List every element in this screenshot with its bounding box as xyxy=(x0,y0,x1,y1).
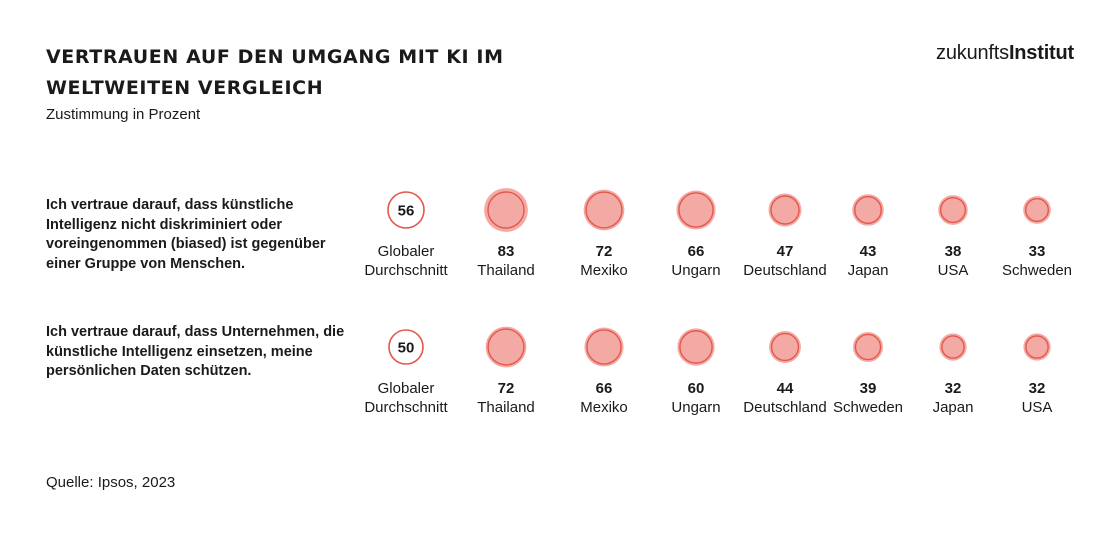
bubble-reference-ring xyxy=(586,329,622,365)
logo-text-light: zukunfts xyxy=(936,42,1009,64)
bubble-fill xyxy=(676,190,716,230)
bubble-value-label: 32 xyxy=(945,380,962,397)
bubble-average xyxy=(387,191,425,229)
bubble-item: 66 Mexiko xyxy=(580,327,628,416)
bubble-fill xyxy=(677,328,715,366)
bubble-category-label: Durchschnitt xyxy=(364,399,448,416)
chart-subtitle: Zustimmung in Prozent xyxy=(46,106,201,123)
bubble-item: 39 Schweden xyxy=(833,331,903,416)
bubble-category-label: Schweden xyxy=(833,399,903,416)
bubble-reference-ring xyxy=(1025,335,1049,359)
bubble-category-label: Mexiko xyxy=(580,399,628,416)
bubble-item: 43 Japan xyxy=(848,194,889,279)
logo-text-bold: Institut xyxy=(1008,42,1074,64)
bubble-item: 33 Schweden xyxy=(1002,196,1072,279)
bubble-category-label: USA xyxy=(1022,399,1053,416)
bubble-reference-ring xyxy=(854,333,882,361)
statement-row-1: Ich vertraue darauf, dass künstliche Int… xyxy=(46,197,326,272)
bubble-item: 72 Mexiko xyxy=(580,189,628,279)
bubble-fill xyxy=(485,326,527,368)
bubble-category-label: Mexiko xyxy=(580,262,628,279)
bubble-item: 72 Thailand xyxy=(477,326,535,416)
brand-logo: zukunftsInstitut xyxy=(936,42,1074,65)
bubble-fill xyxy=(1023,333,1051,361)
bubble-item: 83 Thailand xyxy=(477,188,535,279)
bubble-fill xyxy=(583,189,625,231)
bubble-category-label: Durchschnitt xyxy=(364,262,448,279)
bubble-value-inside: 56 xyxy=(398,203,415,220)
bubble-value-label: 66 xyxy=(596,380,613,397)
bubble-item: 38 USA xyxy=(938,195,969,279)
bubble-fill xyxy=(1023,196,1051,224)
bubble-item: 32 USA xyxy=(1022,333,1053,416)
bubble-value-label: 32 xyxy=(1029,380,1046,397)
bubble-item: 47 Deutschland xyxy=(743,193,827,279)
bubble-value-label: 47 xyxy=(777,243,794,260)
bubble-reference-ring xyxy=(487,191,525,229)
bubble-category-label: Globaler xyxy=(378,243,435,260)
bubble-category-label: Thailand xyxy=(477,262,535,279)
bubble-item: 32 Japan xyxy=(933,333,974,416)
statement-row-2: Ich vertraue darauf, dass Unternehmen, d… xyxy=(46,324,345,379)
bubble-reference-ring xyxy=(1024,197,1050,223)
bubble-category-label: Ungarn xyxy=(671,399,720,416)
bubble-value-label: 38 xyxy=(945,243,962,260)
bubble-value-label: 72 xyxy=(498,380,515,397)
bubble-value-inside: 50 xyxy=(398,340,415,357)
bubble-item: 66 Ungarn xyxy=(671,190,721,279)
bubble-category-label: Ungarn xyxy=(671,262,720,279)
chart-title: Vertrauen auf den Umgang mit KI im weltw… xyxy=(46,46,504,99)
bubble-reference-ring xyxy=(487,328,525,366)
bubble-category-label: Japan xyxy=(848,262,889,279)
bubble-fill xyxy=(852,194,884,226)
bubble-category-label: Globaler xyxy=(378,380,435,397)
bubble-fill xyxy=(484,188,528,232)
bubble-fill xyxy=(852,331,884,363)
bubble-item: 60 Ungarn xyxy=(671,328,721,416)
bubble-value-label: 43 xyxy=(860,243,877,260)
bubble-reference-ring xyxy=(585,191,623,229)
bubble-fill xyxy=(939,333,967,361)
bubble-value-label: 83 xyxy=(498,243,515,260)
bubble-category-label: Japan xyxy=(933,399,974,416)
bubble-fill xyxy=(768,193,802,227)
bubble-category-label: Deutschland xyxy=(743,262,826,279)
bubble-item: 56 Globaler Durchschnitt xyxy=(364,191,449,279)
bubble-item: 50 Globaler Durchschnitt xyxy=(364,329,449,416)
bubble-category-label: Schweden xyxy=(1002,262,1072,279)
bubble-value-label: 60 xyxy=(688,380,705,397)
bubble-category-label: Thailand xyxy=(477,399,535,416)
bubble-average xyxy=(388,329,424,365)
bubble-category-label: Deutschland xyxy=(743,399,826,416)
bubble-fill xyxy=(584,327,624,367)
bubble-fill xyxy=(938,195,968,225)
bubble-reference-ring xyxy=(770,332,800,362)
source-note: Quelle: Ipsos, 2023 xyxy=(46,474,176,491)
bubble-reference-ring xyxy=(854,196,882,224)
bubble-value-label: 39 xyxy=(860,380,877,397)
bubble-fill xyxy=(769,331,801,363)
bubble-value-label: 44 xyxy=(777,380,794,397)
bubble-value-label: 72 xyxy=(596,243,613,260)
bubble-reference-ring xyxy=(941,335,965,359)
bubble-reference-ring xyxy=(939,196,967,224)
bubble-value-label: 66 xyxy=(688,243,705,260)
bubble-item: 44 Deutschland xyxy=(743,331,827,416)
bubble-value-label: 33 xyxy=(1029,243,1046,260)
bubble-category-label: USA xyxy=(938,262,969,279)
bubble-reference-ring xyxy=(678,192,714,228)
bubble-reference-ring xyxy=(770,195,800,225)
bubble-reference-ring xyxy=(679,330,713,364)
